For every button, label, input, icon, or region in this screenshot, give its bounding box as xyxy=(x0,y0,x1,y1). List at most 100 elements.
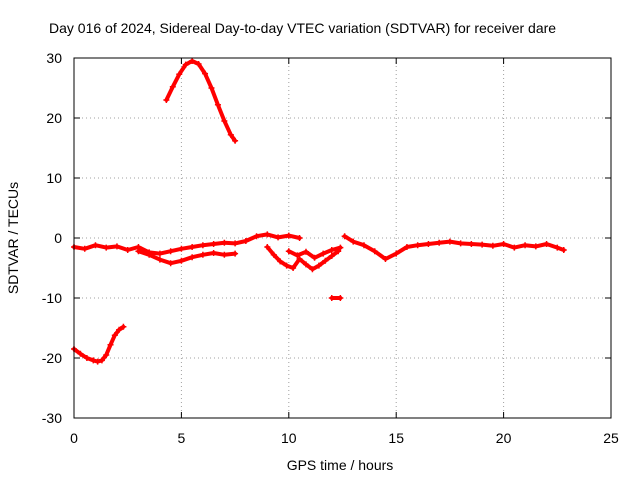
data-point xyxy=(532,243,539,250)
data-point xyxy=(302,248,309,255)
data-point xyxy=(283,262,290,269)
x-tick-label: 10 xyxy=(281,430,297,446)
data-point xyxy=(81,245,88,252)
data-point xyxy=(311,254,318,261)
data-point xyxy=(167,260,174,267)
data-point xyxy=(393,250,400,257)
data-point xyxy=(210,250,217,256)
data-point xyxy=(511,244,518,251)
series-band-mid xyxy=(265,245,341,272)
data-point xyxy=(156,256,163,263)
series-band-main xyxy=(72,232,302,256)
data-point xyxy=(221,118,228,124)
data-point xyxy=(103,244,110,251)
data-point xyxy=(90,357,97,364)
data-point xyxy=(315,262,322,269)
data-point xyxy=(120,323,127,330)
chart-title: Day 016 of 2024, Sidereal Day-to-day VTE… xyxy=(49,20,556,36)
data-point xyxy=(210,241,217,247)
y-tick-label: -20 xyxy=(42,350,62,366)
data-point xyxy=(83,355,90,361)
y-tick-label: 0 xyxy=(54,230,62,246)
data-point xyxy=(468,241,475,247)
series-band-right xyxy=(342,234,566,261)
data-point xyxy=(302,261,309,268)
data-point xyxy=(232,240,239,247)
data-point xyxy=(294,252,301,259)
data-point xyxy=(371,248,378,255)
data-point xyxy=(221,239,228,246)
data-point xyxy=(163,97,170,103)
data-point xyxy=(403,244,410,250)
data-point xyxy=(328,295,335,301)
data-point xyxy=(322,257,329,264)
data-point xyxy=(253,233,260,240)
data-point xyxy=(290,265,297,271)
data-point xyxy=(560,247,567,253)
x-tick-label: 15 xyxy=(388,430,404,446)
data-point xyxy=(500,241,507,247)
data-point xyxy=(436,239,443,246)
data-point xyxy=(167,248,174,255)
data-point xyxy=(425,241,432,247)
data-point xyxy=(227,131,234,138)
data-point xyxy=(360,242,367,249)
data-point xyxy=(103,352,110,358)
data-point xyxy=(107,341,114,348)
y-tick-label: 10 xyxy=(46,170,62,186)
x-tick-label: 5 xyxy=(178,430,186,446)
data-point xyxy=(146,251,153,258)
x-tick-label: 25 xyxy=(603,430,619,446)
data-point xyxy=(202,70,209,77)
tick-label-layer: 0 5 10 15 20 25 -30 -20 -10 0 10 20 30 xyxy=(42,50,619,446)
data-point xyxy=(337,244,344,251)
data-point xyxy=(214,101,221,108)
data-point xyxy=(178,245,185,252)
data-point xyxy=(264,231,271,238)
y-tick-label: -10 xyxy=(42,290,62,306)
x-axis-label: GPS time / hours xyxy=(287,457,394,473)
data-point xyxy=(176,71,183,78)
data-point xyxy=(98,357,105,364)
data-point xyxy=(178,257,185,264)
data-point xyxy=(182,61,189,68)
data-point xyxy=(113,243,120,250)
data-point xyxy=(116,326,123,333)
data-point xyxy=(232,250,239,257)
data-point xyxy=(285,248,292,255)
data-point xyxy=(199,242,206,249)
series-layer xyxy=(71,58,567,365)
data-point xyxy=(554,244,561,251)
data-point xyxy=(446,238,453,245)
data-point xyxy=(264,244,271,250)
data-point xyxy=(169,83,176,90)
data-point xyxy=(296,235,303,241)
data-point xyxy=(111,332,118,339)
data-point xyxy=(135,248,142,255)
series-arc-high xyxy=(164,59,238,143)
data-point xyxy=(296,256,303,262)
y-tick-label: -30 xyxy=(42,410,62,426)
tick-layer xyxy=(73,57,612,419)
data-point xyxy=(522,242,529,249)
grid-layer xyxy=(74,58,611,418)
data-point xyxy=(285,232,292,239)
data-point xyxy=(199,251,206,258)
data-point xyxy=(242,238,249,244)
series-band-lower xyxy=(136,249,238,266)
data-point xyxy=(479,241,486,248)
data-point xyxy=(92,242,99,249)
data-point xyxy=(94,358,101,365)
data-point xyxy=(277,258,284,265)
series-arc-low xyxy=(72,324,126,364)
data-point xyxy=(328,253,335,259)
y-tick-label: 30 xyxy=(46,50,62,66)
data-point xyxy=(275,234,282,241)
data-point xyxy=(124,247,131,253)
data-point xyxy=(337,295,344,301)
data-point xyxy=(341,233,348,240)
x-tick-label: 20 xyxy=(496,430,512,446)
data-point xyxy=(320,250,327,257)
data-point xyxy=(77,350,84,357)
